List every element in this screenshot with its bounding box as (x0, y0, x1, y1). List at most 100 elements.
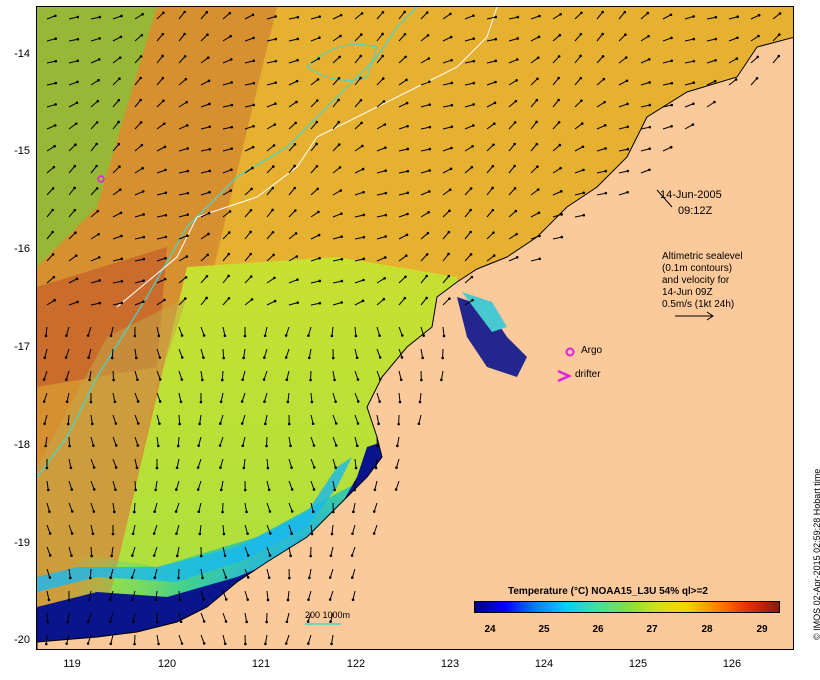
velocity-arrow (618, 57, 627, 64)
argo-legend-marker (565, 347, 575, 357)
velocity-arrowhead (66, 620, 69, 624)
velocity-arrowhead (44, 444, 47, 448)
velocity-arrow (464, 124, 474, 130)
velocity-arrow (442, 126, 452, 130)
velocity-arrow (178, 298, 186, 306)
lat-tick-label: -14 (14, 48, 30, 60)
velocity-arrowhead (537, 211, 541, 215)
velocity-arrowhead (406, 191, 410, 195)
velocity-arrowhead (250, 298, 254, 301)
velocity-arrow (134, 258, 144, 262)
velocity-arrow (398, 102, 408, 108)
velocity-arrow (222, 104, 232, 108)
velocity-arrowhead (351, 598, 355, 602)
velocity-arrowhead (243, 488, 247, 492)
velocity-arrow (332, 458, 337, 468)
velocity-arrow (442, 13, 451, 20)
velocity-arrow (68, 16, 78, 20)
velocity-arrowhead (440, 378, 443, 382)
velocity-arrow (618, 148, 628, 152)
velocity-arrow (178, 147, 188, 152)
velocity-arrowhead (142, 279, 145, 282)
velocity-arrow (420, 148, 430, 152)
velocity-arrow (244, 37, 254, 42)
velocity-arrowhead (264, 642, 267, 646)
velocity-arrow (530, 235, 540, 240)
velocity-arrowhead (186, 213, 189, 216)
velocity-arrow (155, 480, 158, 490)
velocity-arrowhead (263, 356, 266, 359)
velocity-arrow (376, 214, 386, 218)
velocity-arrowhead (536, 188, 540, 191)
velocity-arrowhead (208, 190, 211, 194)
velocity-arrowhead (374, 466, 378, 470)
velocity-arrow (285, 634, 290, 644)
velocity-arrow (46, 502, 50, 512)
velocity-arrowhead (230, 103, 234, 107)
velocity-arrow (442, 326, 445, 336)
velocity-arrowhead (249, 208, 253, 212)
velocity-arrow (486, 209, 494, 218)
velocity-arrowhead (268, 532, 272, 535)
velocity-arrow (200, 348, 204, 358)
velocity-arrowhead (296, 278, 299, 281)
velocity-arrow (90, 436, 94, 446)
velocity-arrow (244, 524, 249, 534)
velocity-arrowhead (117, 98, 121, 102)
velocity-arrow (46, 568, 51, 578)
velocity-arrow (618, 34, 626, 42)
velocity-arrow (199, 524, 202, 534)
velocity-arrow (156, 392, 161, 402)
velocity-arrow (508, 79, 517, 86)
velocity-arrow (420, 275, 428, 284)
velocity-arrowhead (494, 80, 497, 84)
velocity-arrow (464, 231, 472, 240)
velocity-arrowhead (97, 256, 101, 259)
velocity-arrow (244, 188, 252, 196)
velocity-arrow (46, 590, 50, 600)
velocity-arrow (706, 16, 716, 20)
velocity-arrowhead (582, 191, 586, 195)
velocity-arrowhead (142, 257, 146, 261)
velocity-arrow (442, 189, 451, 196)
velocity-arrowhead (202, 334, 206, 337)
velocity-arrow (288, 143, 296, 152)
velocity-arrow (310, 414, 314, 424)
velocity-arrowhead (538, 234, 541, 238)
velocity-arrowhead (241, 378, 244, 381)
velocity-arrow (156, 77, 164, 86)
velocity-arrowhead (64, 356, 68, 359)
velocity-arrowhead (340, 279, 344, 283)
velocity-arrowhead (48, 510, 51, 513)
velocity-arrowhead (207, 211, 211, 215)
velocity-arrow (728, 16, 738, 20)
velocity-arrowhead (114, 444, 118, 447)
velocity-arrowhead (580, 122, 584, 125)
velocity-arrowhead (109, 334, 113, 338)
velocity-arrowhead (227, 274, 230, 278)
ocean-cyan-band (37, 457, 352, 592)
velocity-arrowhead (53, 124, 57, 127)
velocity-arrow (640, 126, 650, 130)
velocity-arrow (552, 56, 560, 64)
velocity-arrow (288, 546, 292, 556)
velocity-arrowhead (88, 576, 92, 580)
velocity-arrowhead (245, 620, 248, 624)
velocity-arrow (287, 392, 290, 402)
velocity-arrow (486, 144, 494, 152)
velocity-arrowhead (229, 34, 232, 38)
velocity-arrowhead (131, 554, 134, 557)
velocity-arrow (464, 145, 473, 152)
velocity-arrow (618, 80, 628, 86)
velocity-arrowhead (70, 532, 74, 535)
velocity-arrowhead (120, 14, 123, 18)
velocity-arrowhead (263, 334, 267, 338)
velocity-arrow (310, 302, 320, 306)
velocity-arrow (46, 38, 56, 42)
ocean-green-patch (37, 7, 157, 267)
velocity-arrowhead (73, 164, 77, 168)
velocity-arrowhead (180, 334, 184, 337)
velocity-arrowhead (513, 142, 516, 146)
velocity-arrowhead (626, 190, 629, 194)
velocity-arrowhead (157, 334, 161, 338)
